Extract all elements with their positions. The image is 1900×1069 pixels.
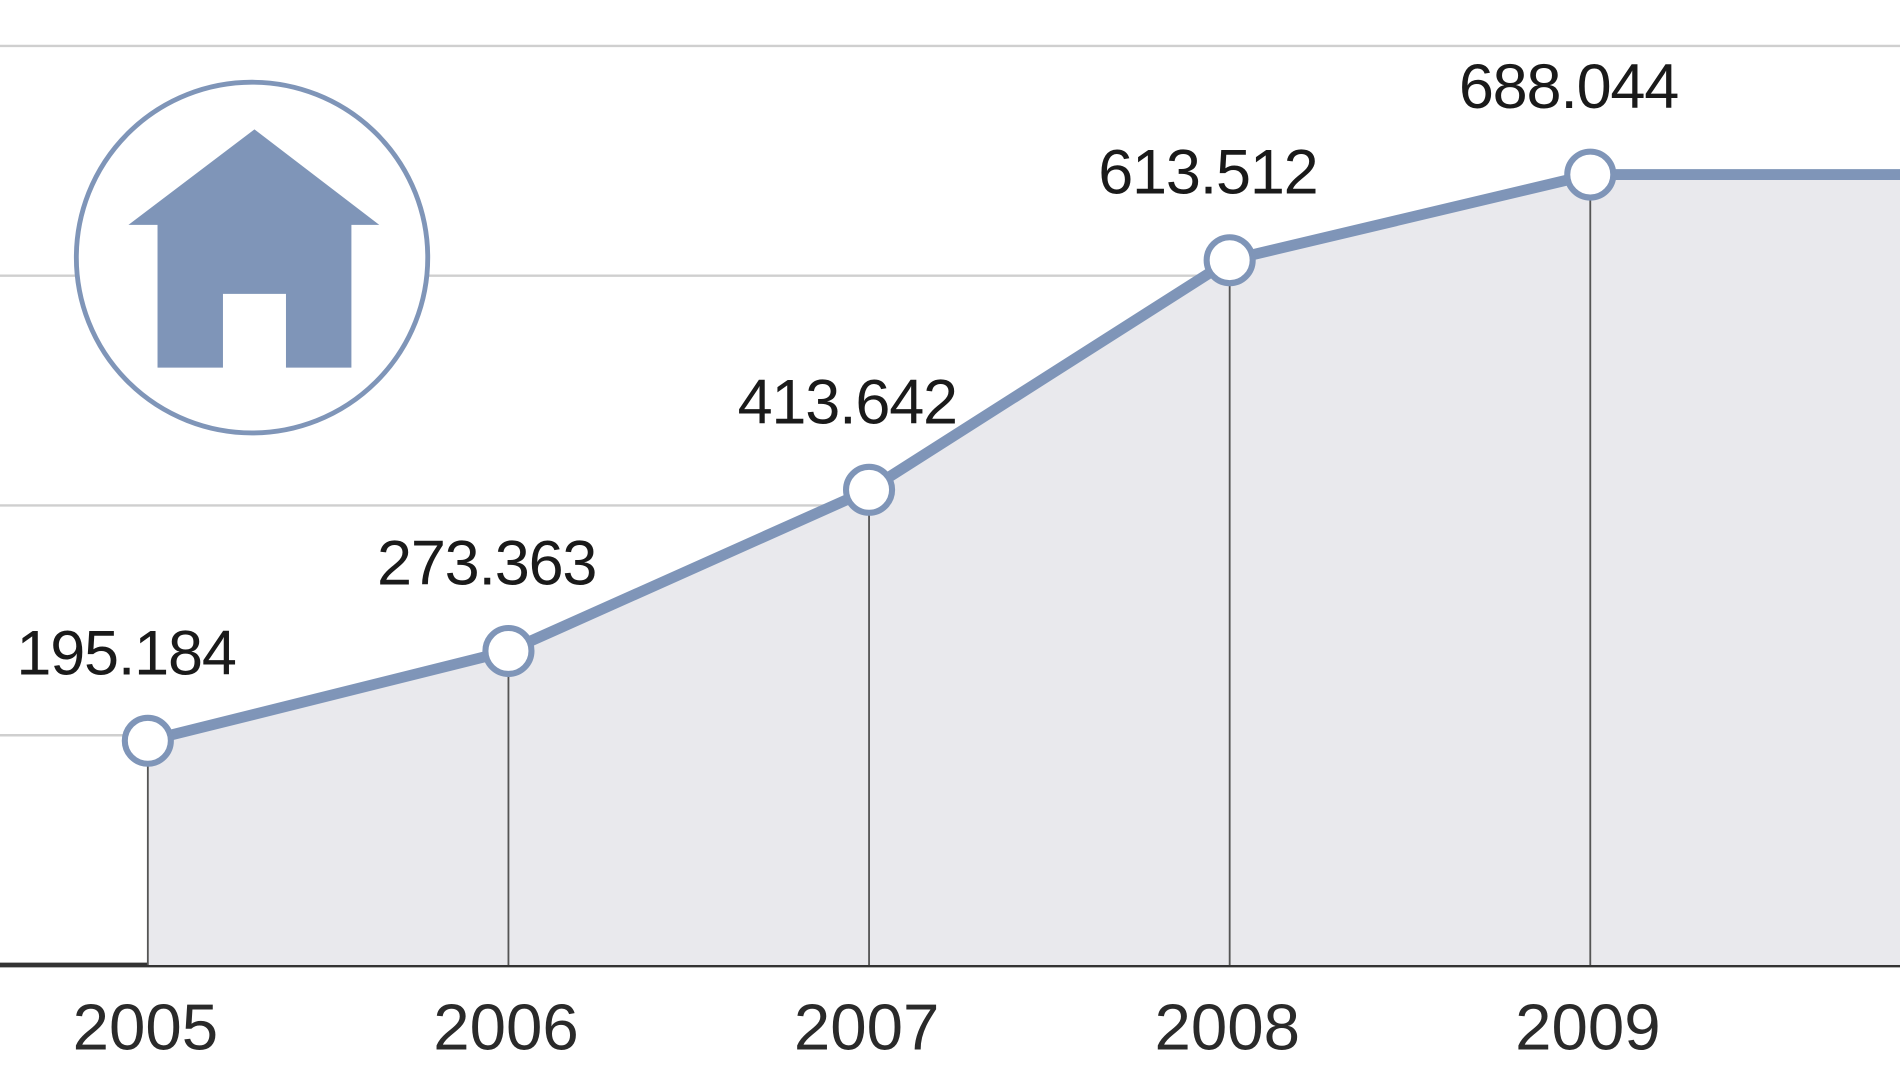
- line: [146, 169, 1900, 747]
- house-icon: [73, 79, 431, 436]
- point: [121, 714, 174, 767]
- point: [1564, 148, 1617, 201]
- x-tick-label: 2006: [433, 991, 579, 1064]
- x-tick-label: 2005: [73, 991, 219, 1064]
- point: [1203, 234, 1256, 287]
- value-label: 195.184: [16, 618, 235, 688]
- x-tick-label: 2008: [1154, 991, 1300, 1064]
- x-tick-label: 2007: [794, 991, 940, 1064]
- x-tick-label: 2009: [1515, 991, 1661, 1064]
- value-label: 413.642: [738, 367, 957, 437]
- value-label: 613.512: [1098, 138, 1317, 208]
- value-label: 273.363: [377, 529, 596, 599]
- area: [147, 174, 1900, 966]
- point: [482, 624, 535, 677]
- point: [843, 463, 896, 516]
- value-label: 688.044: [1459, 52, 1678, 122]
- marks: 195.184 273.363 413.642 613.512 688.044: [16, 52, 1900, 767]
- area-layer: [146, 174, 1900, 966]
- icon-house: [128, 129, 380, 368]
